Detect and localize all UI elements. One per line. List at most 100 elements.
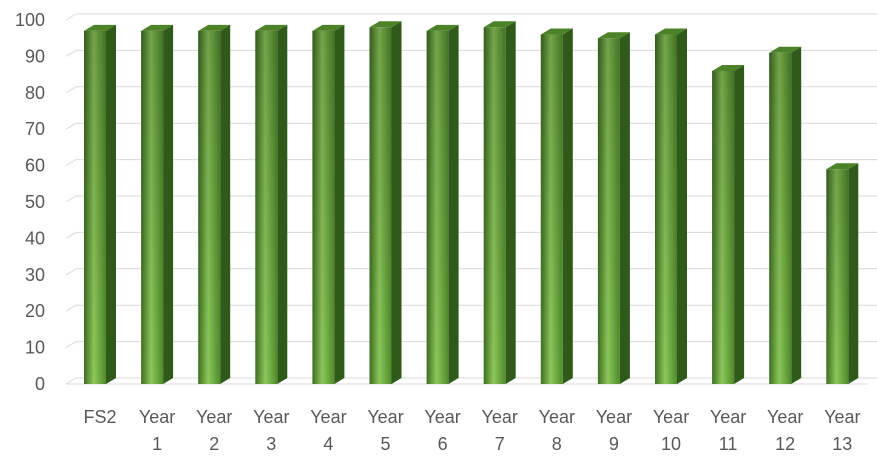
x-category-label-line: Year <box>653 407 689 427</box>
bar-side-face <box>448 24 459 384</box>
bar-shade <box>483 27 506 385</box>
x-category-label-line: Year <box>482 407 518 427</box>
x-category-label: Year 6 <box>424 407 460 454</box>
y-tick-label: 20 <box>25 301 45 321</box>
gridlines <box>65 13 877 385</box>
gridline-side <box>65 304 77 312</box>
y-tick-label: 40 <box>25 228 45 248</box>
bars <box>84 21 859 385</box>
gridline-side <box>65 341 77 349</box>
bar-top-face <box>712 64 745 71</box>
x-category-label: Year 1 <box>139 407 175 454</box>
gridline-side <box>65 159 77 167</box>
x-category-label-line: 9 <box>609 434 619 454</box>
gridline-side <box>65 195 77 203</box>
gridline-side <box>65 231 77 239</box>
bar-side-face <box>334 24 345 384</box>
bar-top-face <box>198 24 231 31</box>
bar-shade <box>597 38 620 384</box>
gridline-side <box>65 122 77 130</box>
x-category-label: Year 13 <box>824 407 860 454</box>
x-category-label-line: Year <box>596 407 632 427</box>
x-category-label-line: 13 <box>832 434 852 454</box>
x-category-label-line: 7 <box>495 434 505 454</box>
bar-shade <box>426 30 449 384</box>
bar-side-face <box>505 21 516 385</box>
bar <box>483 21 516 385</box>
x-category-label-line: 5 <box>380 434 390 454</box>
x-category-label: FS2 <box>83 407 116 427</box>
gridline-side <box>65 268 77 276</box>
x-category-label-line: 3 <box>266 434 276 454</box>
y-tick-label: 100 <box>15 10 45 30</box>
bar-top-face <box>483 21 516 28</box>
x-category-label-line: Year <box>196 407 232 427</box>
bar-top-face <box>769 46 802 53</box>
bar-shade <box>198 30 221 384</box>
x-category-label-line: 6 <box>438 434 448 454</box>
y-tick-label: 50 <box>25 192 45 212</box>
x-category-label: Year 8 <box>539 407 575 454</box>
x-category-label: Year 5 <box>367 407 403 454</box>
bar-shade <box>826 169 849 384</box>
x-category-label: Year 11 <box>710 407 746 454</box>
bar-shade <box>712 70 735 385</box>
y-axis-tick-labels: 0 10 20 30 40 50 60 70 80 90 100 <box>15 10 45 394</box>
y-tick-label: 90 <box>25 46 45 66</box>
bar-shade <box>312 30 335 384</box>
x-category-label: Year 7 <box>482 407 518 454</box>
x-category-label: Year 12 <box>767 407 803 454</box>
y-tick-label: 30 <box>25 265 45 285</box>
x-category-label-line: 11 <box>719 434 738 454</box>
bar <box>312 24 345 384</box>
x-category-label-line: 12 <box>775 434 795 454</box>
x-category-label-line: Year <box>824 407 860 427</box>
x-category-label-line: Year <box>253 407 289 427</box>
y-tick-label: 70 <box>25 119 45 139</box>
bar-shade <box>255 30 278 384</box>
bar-side-face <box>220 24 231 384</box>
x-category-label-line: 1 <box>152 434 162 454</box>
bar-shade <box>540 34 563 385</box>
bar-top-face <box>426 24 459 31</box>
bar <box>426 24 459 384</box>
bar-top-face <box>312 24 345 31</box>
x-category-label-line: 4 <box>323 434 333 454</box>
x-category-label-line: FS2 <box>83 407 116 427</box>
bar-side-face <box>619 32 630 384</box>
bar-side-face <box>734 64 745 385</box>
y-tick-label: 60 <box>25 156 45 176</box>
x-category-label-line: 2 <box>209 434 219 454</box>
bar-top-face <box>540 28 573 35</box>
gridline-side <box>65 377 77 385</box>
bar-top-face <box>826 163 859 170</box>
x-category-label-line: Year <box>310 407 346 427</box>
bar-side-face <box>163 24 174 384</box>
x-category-label: Year 10 <box>653 407 689 454</box>
x-category-label-line: Year <box>539 407 575 427</box>
gridline-side <box>65 13 77 21</box>
x-category-label-line: Year <box>139 407 175 427</box>
bar-shade <box>655 34 677 385</box>
gridline-side <box>65 49 77 57</box>
bar-top-face <box>655 28 687 35</box>
x-category-label: Year 2 <box>196 407 232 454</box>
bar <box>655 28 687 385</box>
bar-side-face <box>848 163 859 384</box>
y-tick-label: 0 <box>35 374 45 394</box>
x-category-label: Year 4 <box>310 407 346 454</box>
bar-shade <box>141 30 164 384</box>
bar-shade <box>369 27 392 385</box>
bar <box>255 24 288 384</box>
bar-side-face <box>391 21 402 385</box>
x-category-label-line: Year <box>767 407 803 427</box>
y-tick-label: 80 <box>25 83 45 103</box>
bar <box>769 46 802 384</box>
x-category-label-line: Year <box>367 407 403 427</box>
x-category-label-line: 8 <box>552 434 562 454</box>
bar <box>84 24 116 384</box>
bar <box>826 163 859 384</box>
y-tick-label: 10 <box>25 338 45 358</box>
